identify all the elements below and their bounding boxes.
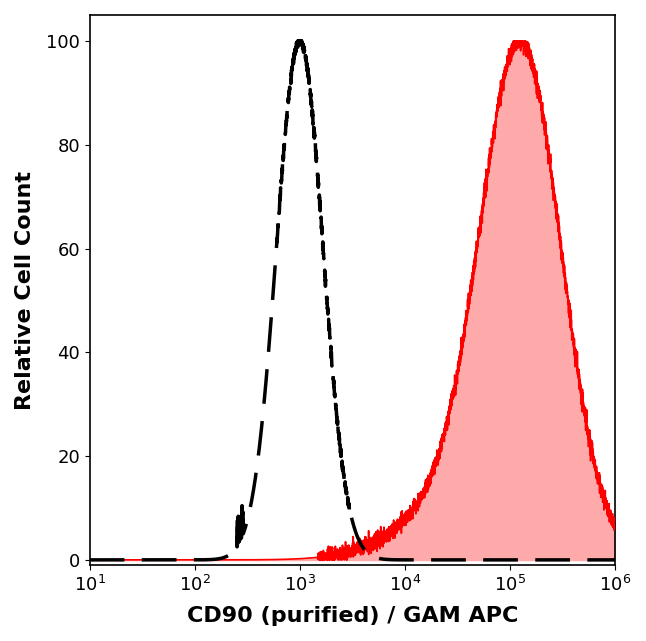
Y-axis label: Relative Cell Count: Relative Cell Count — [15, 171, 35, 410]
X-axis label: CD90 (purified) / GAM APC: CD90 (purified) / GAM APC — [187, 606, 518, 626]
